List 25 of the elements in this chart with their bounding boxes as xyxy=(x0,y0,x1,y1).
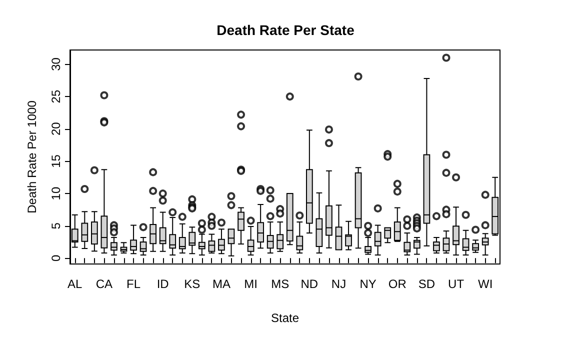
y-tick-label: 15 xyxy=(49,154,63,168)
x-tick-label: MS xyxy=(271,277,290,291)
y-tick-label: 20 xyxy=(49,122,63,136)
chart-title: Death Rate Per State xyxy=(216,22,355,38)
y-tick-label: 5 xyxy=(49,222,63,230)
x-tick-label: NJ xyxy=(331,277,346,291)
y-tick-label: 30 xyxy=(49,57,63,71)
x-tick-label: ND xyxy=(300,277,318,291)
x-tick-label: CA xyxy=(96,277,113,291)
x-tick-label: MA xyxy=(212,277,230,291)
y-tick-label: 25 xyxy=(49,90,63,104)
x-tick-label: OR xyxy=(388,277,407,291)
y-tick-label: 0 xyxy=(49,254,63,262)
y-axis-title: Death Rate Per 1000 xyxy=(25,100,39,214)
x-tick-label: ID xyxy=(156,277,170,291)
x-tick-label: NY xyxy=(360,277,376,291)
y-tick-label: 10 xyxy=(49,186,63,200)
x-tick-label: SD xyxy=(418,277,436,291)
x-tick-label: MI xyxy=(244,277,258,291)
x-tick-label: FL xyxy=(126,277,141,291)
x-tick-label: UT xyxy=(448,277,465,291)
x-axis-title: State xyxy=(270,311,300,325)
x-tick-label: KS xyxy=(184,277,200,291)
x-tick-label: WI xyxy=(478,277,493,291)
x-tick-label: AL xyxy=(68,277,83,291)
